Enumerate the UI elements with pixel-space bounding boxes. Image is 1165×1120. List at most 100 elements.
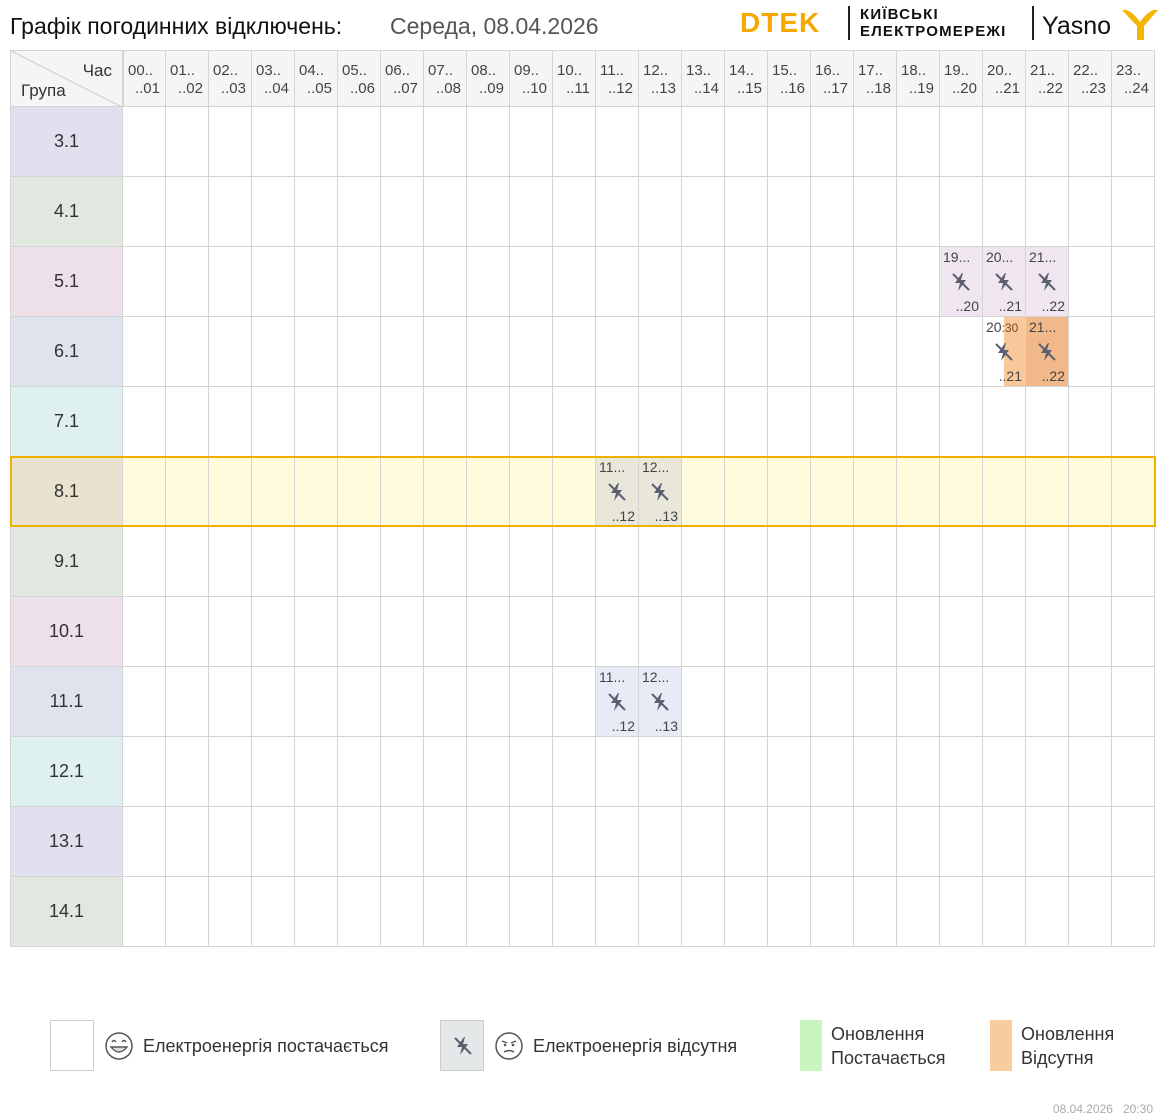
group-label: 7.1 xyxy=(10,387,123,457)
no-power-icon xyxy=(651,692,669,711)
hour-to: ..08 xyxy=(435,80,461,97)
schedule-cell xyxy=(897,807,940,877)
schedule-cell xyxy=(596,107,639,177)
hour-to: ..03 xyxy=(220,80,246,97)
schedule-cell xyxy=(467,387,510,457)
schedule-cell xyxy=(424,597,467,667)
schedule-cell xyxy=(1069,597,1112,667)
schedule-cell xyxy=(811,807,854,877)
schedule-cell xyxy=(123,457,166,527)
schedule-cell xyxy=(983,877,1026,947)
group-label: 12.1 xyxy=(10,737,123,807)
legend-update-off-label: Оновлення Відсутня xyxy=(1021,1022,1114,1070)
schedule-cell xyxy=(166,387,209,457)
hour-from: 18.. xyxy=(901,62,927,79)
schedule-cell xyxy=(854,247,897,317)
schedule-cell xyxy=(596,597,639,667)
schedule-cell xyxy=(639,247,682,317)
outage-cell: 12... ..13 xyxy=(639,667,682,737)
schedule-cell xyxy=(424,877,467,947)
schedule-cell xyxy=(768,177,811,247)
group-name: 3.1 xyxy=(53,131,80,151)
schedule-cell xyxy=(381,877,424,947)
schedule-cell xyxy=(1026,807,1069,877)
hour-header-16: 16.. ..17 xyxy=(811,50,854,107)
hour-to: ..05 xyxy=(306,80,332,97)
schedule-cell xyxy=(854,807,897,877)
schedule-cell xyxy=(1026,457,1069,527)
schedule-cell xyxy=(1069,527,1112,597)
schedule-cell xyxy=(338,737,381,807)
hour-to: ..19 xyxy=(908,80,934,97)
outage-from: 19... xyxy=(943,249,971,265)
schedule-cell xyxy=(854,667,897,737)
schedule-cell xyxy=(983,107,1026,177)
schedule-cell xyxy=(553,317,596,387)
schedule-cell xyxy=(295,667,338,737)
schedule-cell xyxy=(940,807,983,877)
schedule-cell xyxy=(1069,317,1112,387)
schedule-cell xyxy=(1112,457,1155,527)
hour-header-2: 02.. ..03 xyxy=(209,50,252,107)
outage-cell: 20:30 ..21 xyxy=(983,317,1026,387)
no-power-icon xyxy=(454,1037,472,1055)
schedule-cell xyxy=(768,247,811,317)
schedule-cell xyxy=(1026,107,1069,177)
schedule-cell xyxy=(338,667,381,737)
hour-to: ..01 xyxy=(134,80,160,97)
schedule-cell xyxy=(381,667,424,737)
schedule-cell xyxy=(209,247,252,317)
schedule-cell xyxy=(1026,737,1069,807)
schedule-cell xyxy=(682,107,725,177)
hour-from: 00.. xyxy=(128,62,154,79)
schedule-cell xyxy=(897,667,940,737)
schedule-cell xyxy=(510,107,553,177)
schedule-cell xyxy=(768,737,811,807)
corner-diagonal xyxy=(11,51,124,108)
schedule-cell xyxy=(682,317,725,387)
schedule-cell xyxy=(854,527,897,597)
hour-header-7: 07.. ..08 xyxy=(424,50,467,107)
schedule-cell xyxy=(1026,667,1069,737)
schedule-cell xyxy=(1026,877,1069,947)
schedule-cell xyxy=(940,317,983,387)
schedule-cell xyxy=(682,667,725,737)
hour-to: ..15 xyxy=(736,80,762,97)
schedule-cell xyxy=(768,667,811,737)
kyiv-logo-line2: ЕЛЕКТРОМЕРЕЖІ xyxy=(860,23,1007,40)
schedule-cell xyxy=(252,877,295,947)
schedule-cell xyxy=(811,737,854,807)
schedule-cell xyxy=(295,387,338,457)
schedule-cell xyxy=(897,877,940,947)
schedule-cell xyxy=(725,807,768,877)
schedule-cell xyxy=(1069,877,1112,947)
schedule-cell xyxy=(596,247,639,317)
schedule-cell xyxy=(252,737,295,807)
group-label: 5.1 xyxy=(10,247,123,317)
yasno-logo: Yasno xyxy=(1042,12,1112,40)
legend: Електроенергія постачається Електроенерг… xyxy=(0,1010,1165,1090)
legend-update-on-label: Оновлення Постачається xyxy=(831,1022,946,1070)
schedule-cell xyxy=(897,247,940,317)
schedule-cell xyxy=(209,667,252,737)
group-name: 10.1 xyxy=(48,621,85,641)
schedule-cell xyxy=(424,387,467,457)
schedule-cell xyxy=(682,247,725,317)
footer-timestamp: 08.04.2026 20:30 xyxy=(1053,1102,1153,1116)
schedule-cell xyxy=(553,877,596,947)
hour-header-1: 01.. ..02 xyxy=(166,50,209,107)
group-name: 13.1 xyxy=(48,831,85,851)
schedule-cell xyxy=(897,737,940,807)
schedule-cell xyxy=(854,387,897,457)
group-name: 14.1 xyxy=(48,901,85,921)
schedule-cell xyxy=(338,387,381,457)
outage-from-minutes: :30 xyxy=(1001,321,1019,335)
schedule-cell xyxy=(424,667,467,737)
schedule-cell xyxy=(381,247,424,317)
schedule-cell xyxy=(725,247,768,317)
hour-to: ..24 xyxy=(1123,80,1149,97)
legend-power-on-swatch xyxy=(50,1020,94,1071)
schedule-cell xyxy=(940,597,983,667)
schedule-cell xyxy=(467,317,510,387)
hour-to: ..16 xyxy=(779,80,805,97)
